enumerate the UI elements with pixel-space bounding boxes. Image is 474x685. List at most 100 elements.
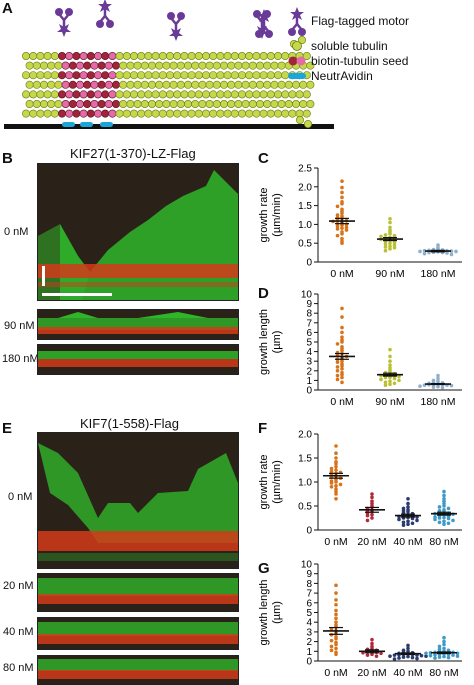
data-point — [334, 480, 338, 484]
y-axis-label: growth length(µm) — [258, 309, 283, 375]
x-tick-label: 0 nM — [330, 268, 353, 280]
data-point — [388, 225, 392, 230]
x-tick-label: 180 nM — [420, 396, 455, 408]
data-point — [334, 612, 338, 617]
y-tick-label: 1.0 — [298, 220, 312, 231]
data-point — [410, 521, 415, 526]
y-tick-label: 1.0 — [298, 478, 312, 489]
data-point — [442, 646, 446, 651]
y-tick-label: 0.5 — [298, 239, 312, 250]
data-point — [329, 481, 334, 485]
x-tick-label: 80 nM — [429, 536, 458, 548]
y-tick-label: 0 — [306, 657, 312, 668]
data-point — [437, 644, 442, 649]
y-tick-label: 0.5 — [298, 502, 312, 513]
data-point — [415, 518, 419, 523]
data-point — [442, 522, 446, 527]
data-point — [397, 656, 401, 660]
kymograph-kif7-80nm — [37, 655, 239, 685]
data-point — [334, 497, 338, 501]
data-point — [397, 517, 401, 522]
data-point — [446, 516, 451, 521]
data-point — [442, 519, 446, 524]
axes — [314, 433, 462, 531]
data-point — [388, 220, 392, 225]
data-point — [392, 240, 397, 245]
data-point — [454, 249, 458, 254]
schematic-panel-a — [4, 0, 334, 129]
y-tick-label: 8 — [306, 309, 312, 320]
y-tick-label: 3 — [306, 627, 312, 638]
data-point — [329, 469, 334, 474]
data-point — [401, 523, 406, 527]
data-point — [340, 340, 344, 344]
y-tick-label: 4 — [306, 347, 312, 358]
motor-proteins — [55, 0, 273, 41]
data-point — [415, 656, 419, 661]
data-point — [340, 241, 344, 245]
data-point — [388, 216, 392, 221]
chart-f-growth-rate-kif7: 0 0.5 1.0 1.5 2.0 growth rate(µm/min) 0 nM 20 n… — [258, 430, 462, 548]
panel-label-e: E — [2, 420, 13, 437]
data-point — [442, 642, 446, 647]
data-point — [388, 654, 392, 658]
panel-label-a: A — [2, 0, 13, 17]
data-point — [442, 493, 446, 498]
data-point — [455, 654, 460, 658]
chart-c-growth-rate-kif27: 0 0.5 1.0 1.5 2.0 2.5 growth rate(µm/min) 0 nM 9… — [258, 164, 462, 280]
data-point — [388, 382, 392, 387]
data-point — [428, 653, 433, 658]
data-point — [340, 306, 344, 311]
glass-surface — [4, 124, 334, 129]
data-point — [344, 228, 349, 232]
legend-seed-icon — [288, 56, 306, 66]
y-tick-label: 9 — [306, 569, 312, 580]
kymograph-kif27-90nm — [37, 309, 239, 340]
data-point — [388, 354, 392, 359]
data-point — [437, 520, 442, 525]
data-point — [442, 504, 446, 508]
legend-motor-icon — [288, 7, 306, 36]
kif7-label-40nm: 40 nM — [3, 626, 34, 638]
data-point — [383, 248, 388, 253]
data-point — [383, 233, 388, 237]
x-tick-label: 40 nM — [393, 667, 422, 679]
data-point — [370, 637, 374, 642]
data-point — [340, 380, 344, 385]
data-point — [329, 485, 334, 489]
data-point — [397, 374, 401, 379]
data-point — [340, 367, 344, 371]
data-point — [340, 375, 344, 380]
data-point — [406, 501, 410, 506]
data-point — [446, 506, 451, 511]
panel-label-c: C — [258, 150, 269, 167]
data-point — [334, 608, 338, 613]
x-tick-label: 90 nM — [375, 268, 404, 280]
data-point — [436, 373, 440, 378]
data-point — [370, 492, 374, 496]
x-tick-label: 90 nM — [375, 396, 404, 408]
data-point — [388, 347, 392, 352]
y-tick-label: 1.5 — [298, 201, 312, 212]
data-point — [335, 233, 340, 238]
data-point — [370, 516, 374, 520]
data-point — [388, 247, 392, 251]
data-point — [340, 226, 344, 230]
data-point — [340, 211, 344, 215]
y-tick-label: 6 — [306, 328, 312, 339]
x-tick-label: 0 nM — [324, 536, 347, 548]
data-point — [401, 520, 406, 525]
data-point — [442, 635, 446, 640]
axes — [314, 167, 462, 263]
data-point — [388, 241, 392, 245]
y-tick-label: 10 — [301, 290, 313, 301]
data-point — [424, 654, 428, 658]
data-point — [335, 227, 340, 231]
data-point — [388, 232, 392, 236]
data-point — [340, 364, 344, 368]
data-point — [340, 372, 344, 377]
kif7-title: KIF7(1-558)-Flag — [80, 416, 179, 431]
kymograph-kif27-180nm — [37, 344, 239, 375]
kymograph-kif7-20nm — [37, 573, 239, 612]
data-point — [446, 655, 451, 660]
